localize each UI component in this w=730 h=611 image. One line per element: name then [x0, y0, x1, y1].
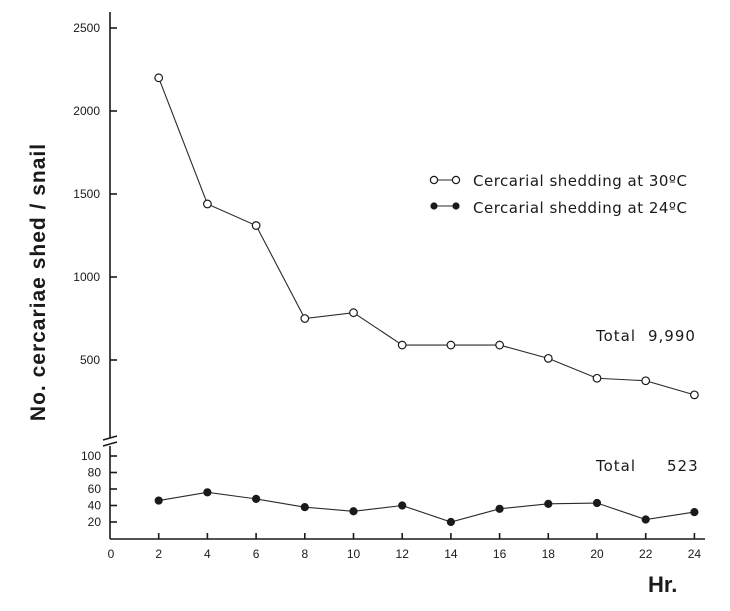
data-point — [690, 390, 699, 400]
y-ticks: 500 1000 1500 2000 2500 20 40 60 80 100 — [73, 21, 117, 529]
data-point — [592, 373, 602, 383]
y-tick-label: 80 — [88, 466, 102, 480]
data-point — [495, 340, 505, 350]
data-point — [495, 504, 504, 513]
series-line — [158, 491, 695, 523]
y-tick-label: 40 — [88, 499, 102, 513]
legend-marker-open-circle-icon — [429, 175, 439, 185]
series-30c — [154, 73, 699, 400]
data-point — [446, 340, 456, 350]
data-point — [592, 498, 602, 508]
x-tick-label: 18 — [542, 547, 556, 561]
data-point — [252, 494, 261, 504]
data-point — [202, 199, 212, 209]
legend-marker-open-circle-icon — [451, 175, 461, 185]
legend-label-24c: Cercarial shedding at 24ºC — [473, 199, 687, 217]
series-line — [158, 77, 695, 396]
x-tick-label: 4 — [204, 547, 211, 561]
x-tick-label: 8 — [301, 547, 308, 561]
data-point — [349, 507, 358, 516]
legend-marker-filled-circle-icon — [430, 202, 438, 210]
x-tick-label: 24 — [688, 547, 702, 561]
axis-break-mark — [102, 435, 118, 447]
x-ticks: 0 2 4 6 8 10 12 14 16 18 20 22 24 — [108, 533, 702, 561]
x-tick-label: 0 — [108, 547, 115, 561]
data-point — [641, 515, 650, 524]
data-point — [203, 488, 212, 497]
y-axis-label: No. cercariae shed / snail — [27, 143, 50, 421]
data-point — [251, 221, 261, 230]
x-tick-label: 12 — [396, 547, 410, 561]
total-30c-label: Total — [595, 327, 636, 345]
legend-marker-filled-circle-icon — [452, 202, 460, 210]
x-tick-label: 20 — [590, 547, 604, 561]
data-point — [543, 353, 553, 363]
y-tick-label: 2000 — [73, 104, 100, 118]
y-tick-label: 500 — [80, 353, 100, 367]
series-24c — [154, 488, 699, 527]
x-tick-label: 22 — [639, 547, 653, 561]
series-layer — [154, 73, 699, 527]
legend-label-30c: Cercarial shedding at 30ºC — [473, 172, 687, 190]
y-tick-label: 20 — [88, 515, 102, 529]
total-30c: Total 9,990 — [595, 327, 696, 345]
x-tick-label: 16 — [493, 547, 507, 561]
x-tick-label: 6 — [253, 547, 260, 561]
data-point — [349, 308, 358, 318]
axes — [102, 12, 705, 540]
y-tick-label: 1000 — [73, 270, 100, 284]
data-point — [446, 517, 456, 527]
x-tick-label: 2 — [155, 547, 162, 561]
total-24c: Total 523 — [595, 457, 699, 475]
y-tick-label: 1500 — [73, 187, 100, 201]
data-point — [154, 496, 163, 505]
data-point — [300, 314, 310, 323]
data-point — [544, 499, 553, 508]
data-point — [397, 340, 407, 350]
legend-item-30c: Cercarial shedding at 30ºC — [429, 172, 687, 190]
total-30c-value: 9,990 — [648, 327, 696, 345]
legend: Cercarial shedding at 30ºC Cercarial she… — [429, 172, 687, 217]
data-point — [641, 376, 651, 386]
total-24c-label: Total — [595, 457, 636, 475]
data-point — [300, 503, 309, 512]
legend-item-24c: Cercarial shedding at 24ºC — [430, 199, 687, 217]
x-tick-label: 14 — [444, 547, 458, 561]
data-point — [154, 73, 164, 83]
y-tick-label: 2500 — [73, 21, 100, 35]
x-axis-label: Hr. — [648, 572, 677, 597]
y-tick-label: 100 — [81, 449, 101, 463]
total-24c-value: 523 — [667, 457, 699, 475]
data-point — [398, 501, 407, 510]
data-point — [690, 507, 699, 517]
x-tick-label: 10 — [347, 547, 361, 561]
y-tick-label: 60 — [88, 482, 102, 496]
